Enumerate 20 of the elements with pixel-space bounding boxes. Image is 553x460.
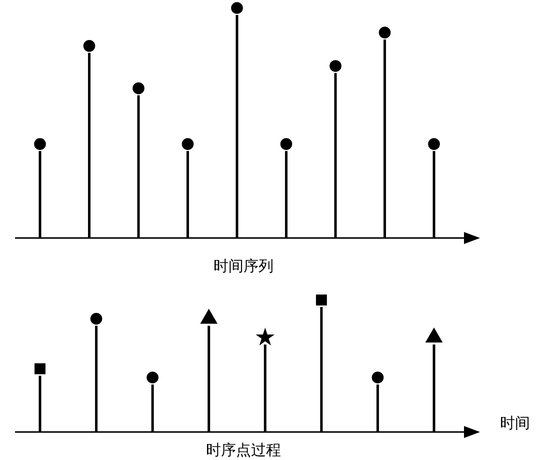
bar [432, 344, 436, 432]
bar [151, 384, 154, 432]
bar [285, 151, 288, 238]
bar [376, 384, 379, 432]
bar [432, 151, 436, 238]
bar [88, 52, 90, 238]
bar [137, 95, 140, 238]
bar [186, 151, 189, 238]
bar [384, 40, 386, 238]
bar [236, 15, 238, 238]
bar [208, 326, 210, 432]
bar [95, 326, 98, 432]
bar [38, 376, 42, 432]
bar [264, 344, 266, 432]
text: 时间序列 [214, 257, 274, 275]
text: 时序点过程 [206, 441, 281, 459]
x-axis-title: 时间 [500, 414, 530, 432]
bar [38, 151, 42, 238]
bar [334, 72, 337, 238]
bar [320, 307, 323, 432]
